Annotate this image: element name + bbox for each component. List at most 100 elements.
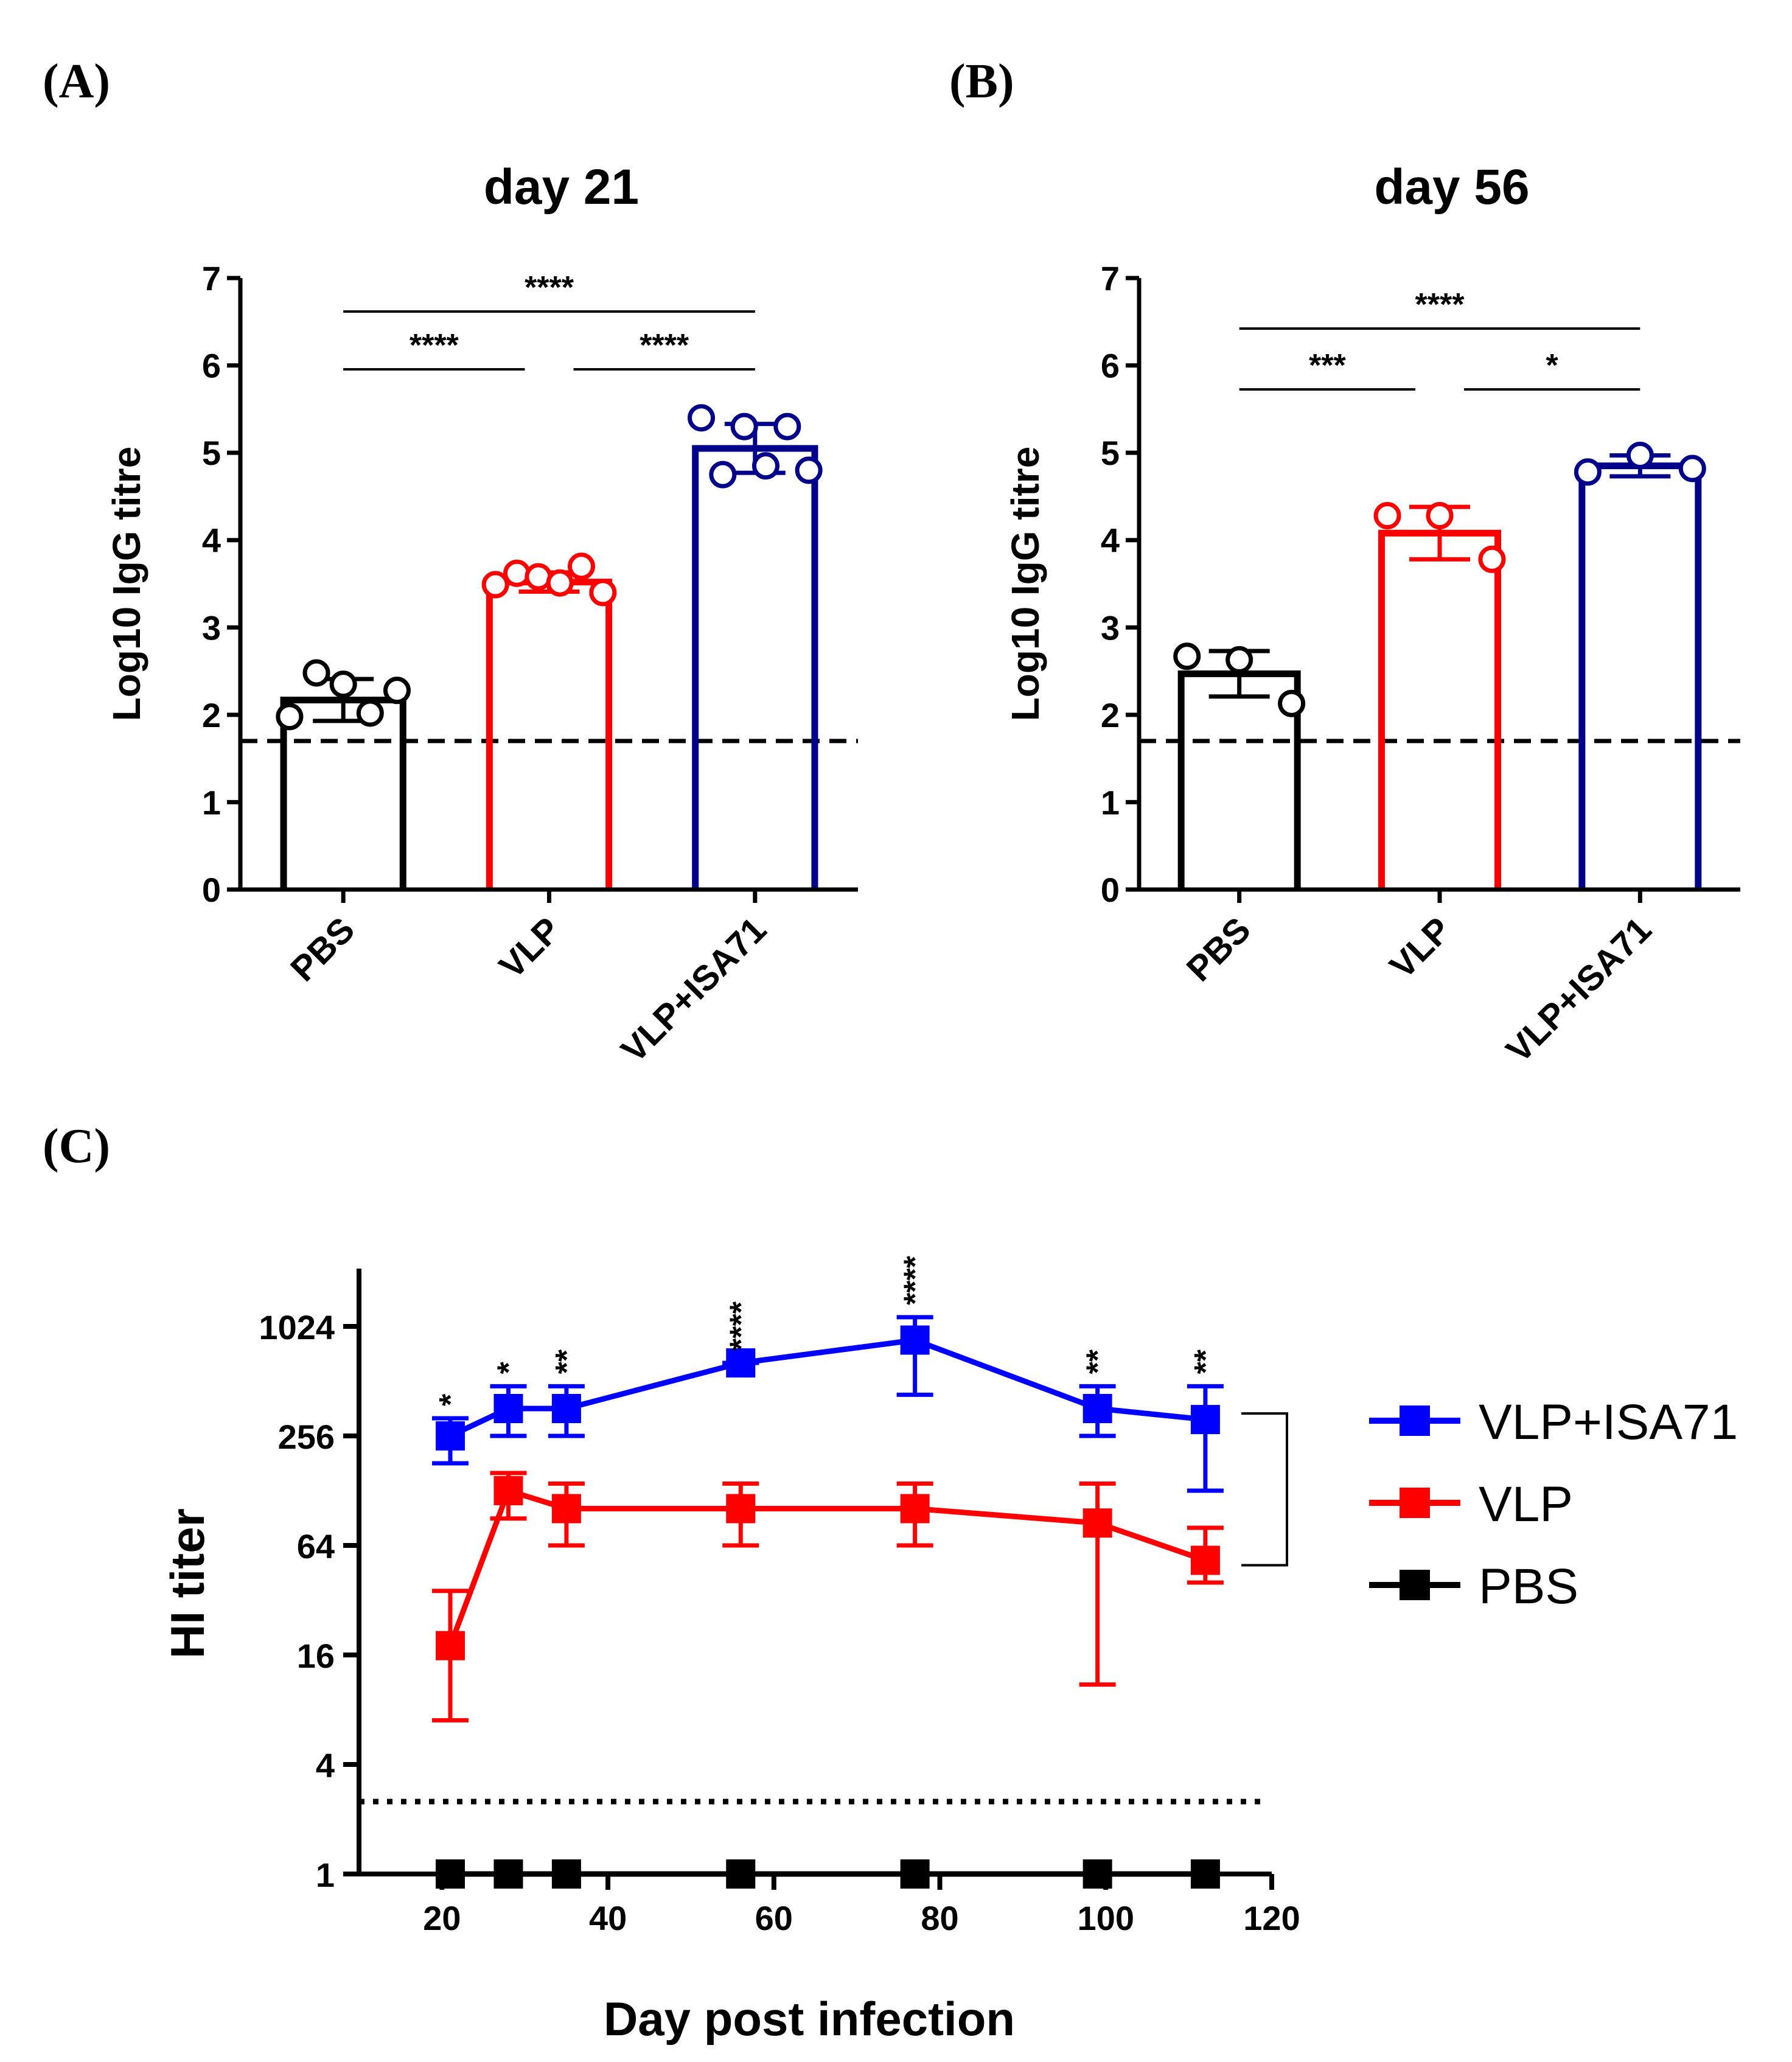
marker-vlp [900,1494,930,1524]
legend-swatch-marker [1400,1570,1430,1600]
x-tick-label: 40 [589,1899,627,1937]
legend-label: PBS [1479,1559,1578,1614]
significance-label: * [1546,348,1559,383]
data-point [589,579,617,607]
data-point [1278,689,1306,717]
data-point [276,703,304,731]
y-tick-label: 3 [202,608,221,647]
x-tick-label: 120 [1243,1899,1300,1937]
data-point [1373,502,1401,530]
y-axis-label: HI titer [161,1508,214,1659]
significance-label: **** [898,1255,933,1305]
data-point [1173,643,1201,670]
y-tick-label: 6 [202,347,221,385]
significance-label: * [491,1361,526,1374]
bar-vlp [486,579,613,890]
y-tick-label: 256 [278,1418,335,1456]
significance-label: **** [410,328,459,363]
bar-vlp [1378,529,1502,890]
marker-vlp-isa71 [436,1421,465,1451]
data-point [1574,458,1602,486]
panel-label-a: (A) [43,55,110,108]
category-label: VLP [1382,910,1459,986]
marker-vlp [436,1631,465,1660]
legend-swatch-marker [1400,1488,1430,1518]
significance-label: **** [723,1301,759,1351]
panel-label-b: (B) [949,55,1014,108]
significance-label: **** [525,270,574,305]
bar-vlp-isa71 [1578,462,1702,890]
marker-vlp [1083,1508,1112,1538]
significance-label: * [433,1393,469,1406]
panel-b-chart: day 56 Log10 IgG titre PBS VLP VLP+ISA71 0 1 2 3… [1003,159,1740,1070]
x-tick-label: 80 [921,1899,958,1937]
significance-label: ** [1081,1349,1116,1374]
bar-pbs [280,696,406,890]
marker-pbs [493,1859,523,1889]
y-tick-label: 2 [202,696,221,734]
marker-vlp-isa71 [493,1394,523,1424]
data-point [1678,455,1706,482]
data-point [567,552,595,580]
marker-vlp-isa71 [1083,1394,1112,1424]
significance-label: **** [640,328,689,363]
marker-pbs [1190,1859,1220,1889]
data-point [1426,502,1454,530]
data-point [503,559,531,587]
x-tick-label: 100 [1078,1899,1134,1937]
marker-pbs [726,1859,756,1889]
y-tick-label: 64 [297,1527,335,1566]
y-tick-label: 7 [1101,259,1120,298]
y-axis-label: Log10 IgG titre [105,447,148,722]
marker-vlp [551,1494,581,1524]
significance-label: *** [1309,348,1346,383]
marker-pbs [1083,1859,1112,1889]
legend-label: VLP [1479,1477,1573,1532]
category-label: VLP [492,910,568,986]
y-tick-label: 0 [202,871,221,909]
panel-a-chart: day 21 Log10 IgG titre PBS VLP VLP+ISA71 0 1 2 3… [105,159,858,1070]
marker-vlp [726,1494,756,1524]
y-tick-label: 16 [297,1637,335,1675]
y-tick-label: 2 [1101,696,1120,734]
data-point [383,677,411,705]
x-tick-label: 60 [755,1899,793,1937]
data-point [481,571,509,599]
marker-vlp-isa71 [726,1348,756,1378]
significance-label: ** [1188,1349,1224,1374]
data-point [773,413,801,441]
panel-c-chart: 1 4 16 64 256 1024 20 40 60 80 100 120 Day post infe… [161,1255,1738,2046]
category-label: VLP+ISA71 [613,910,774,1070]
chart-title: day 56 [1374,159,1529,215]
marker-vlp-isa71 [1190,1405,1220,1435]
legend-swatch-marker [1400,1405,1430,1436]
y-tick-label: 4 [202,521,221,560]
marker-pbs [900,1859,930,1889]
significance-label: **** [1415,287,1465,322]
significance-bracket [1241,1412,1288,1567]
marker-vlp-isa71 [551,1394,581,1424]
significance-label: ** [549,1349,585,1374]
data-point [1478,545,1506,573]
y-tick-label: 3 [1101,608,1120,647]
category-label: PBS [283,910,362,989]
category-label: PBS [1179,910,1258,989]
data-point [795,456,823,484]
panel-label-c: (C) [43,1120,110,1173]
marker-vlp-isa71 [900,1325,930,1355]
data-point [688,404,716,432]
data-point [1626,441,1654,469]
data-point [709,461,737,489]
y-tick-label: 5 [1101,434,1120,472]
marker-pbs [551,1859,581,1889]
data-point [546,569,574,597]
y-tick-label: 4 [316,1746,335,1785]
y-tick-label: 4 [1101,521,1120,560]
y-tick-label: 1 [316,1856,335,1894]
y-tick-label: 0 [1101,871,1120,909]
data-point [329,670,357,698]
category-label: VLP+ISA71 [1499,910,1659,1070]
data-point [356,699,384,727]
chart-title: day 21 [484,159,639,215]
